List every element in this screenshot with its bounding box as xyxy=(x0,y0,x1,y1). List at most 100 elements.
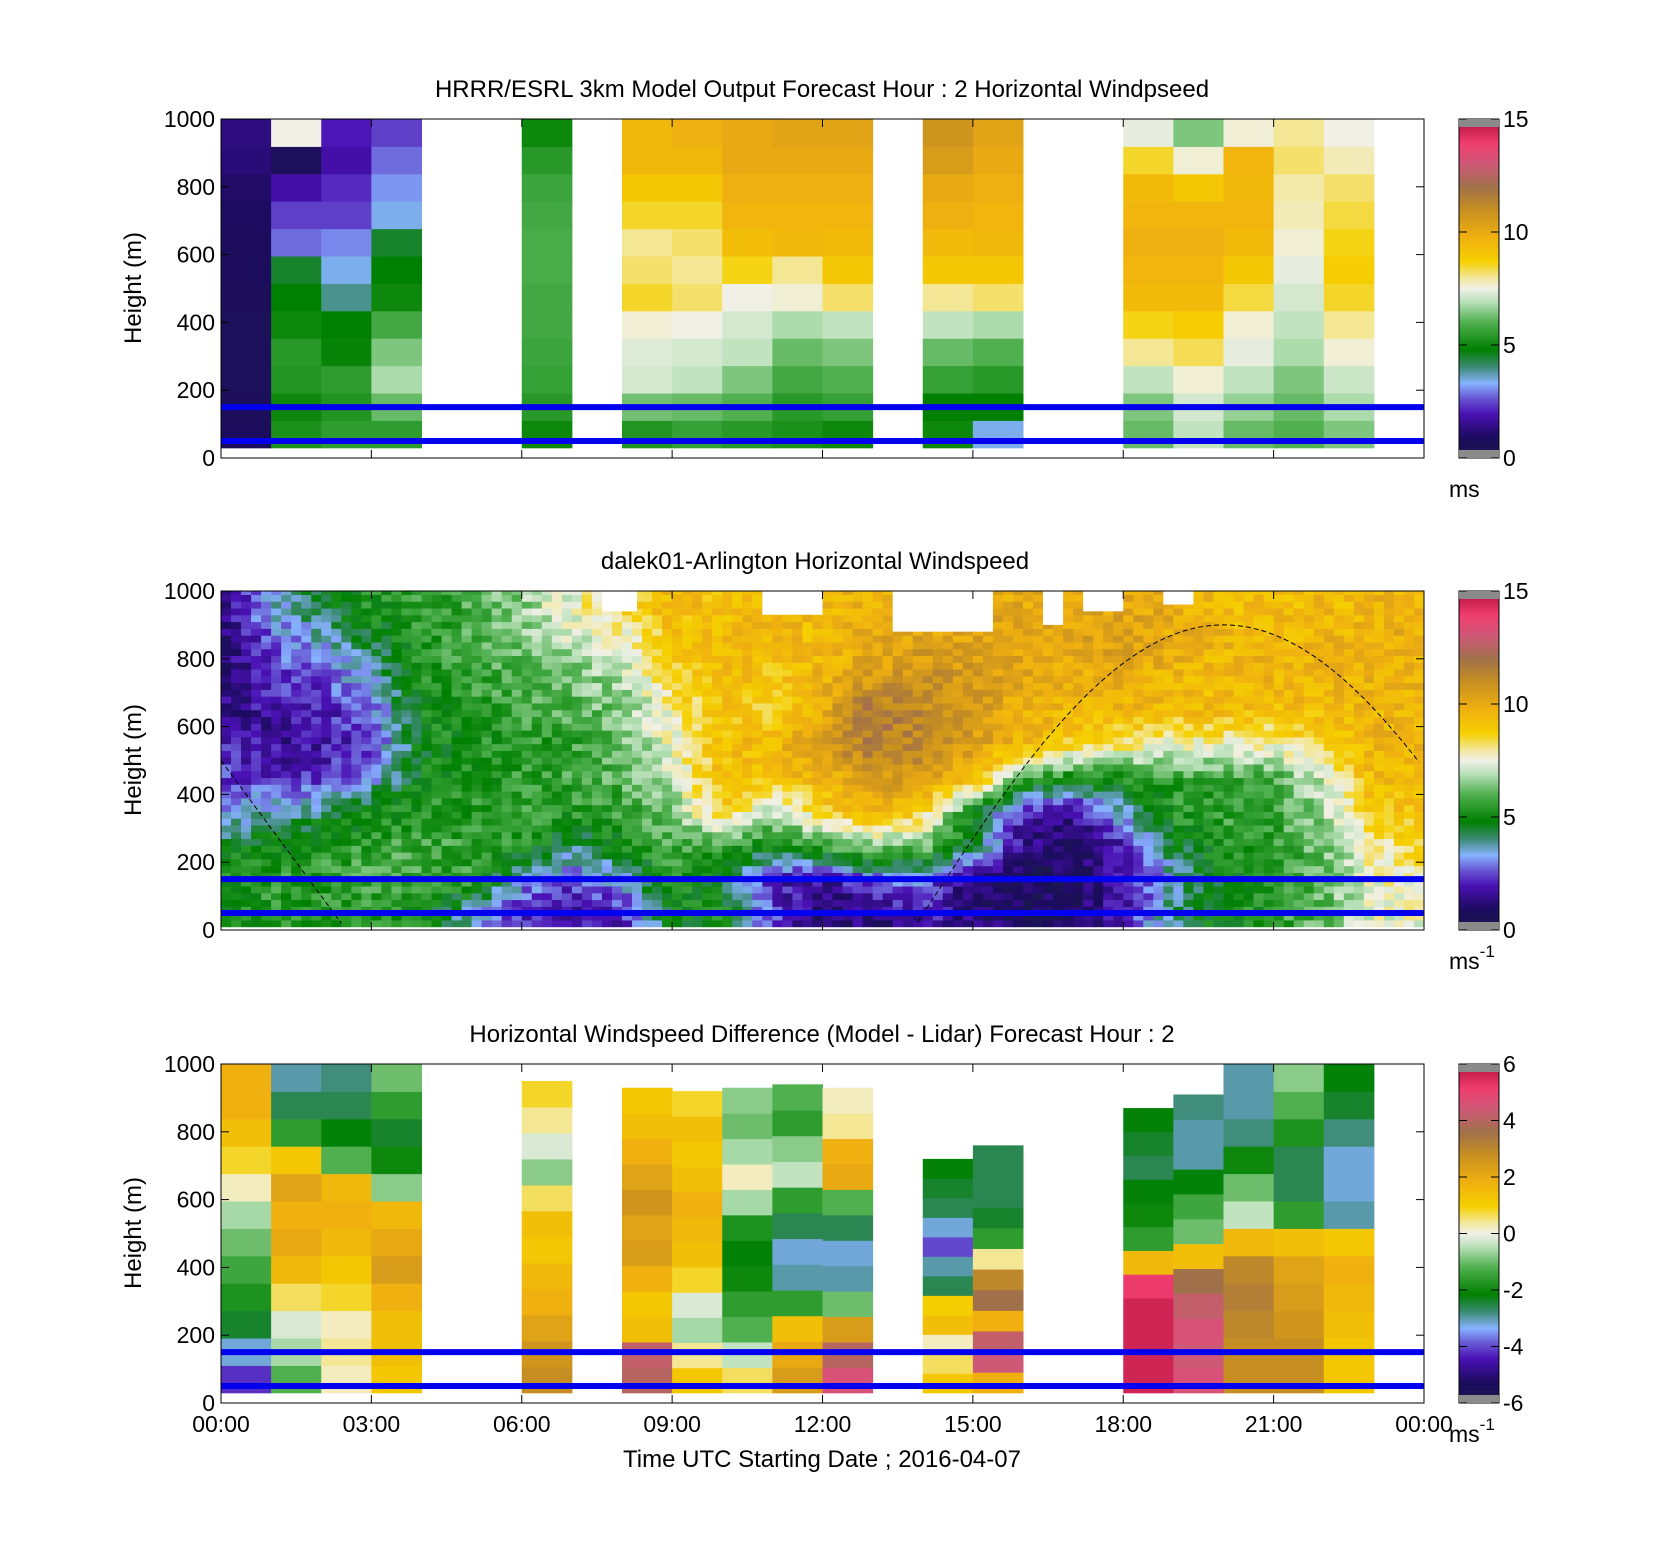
lidar-cell xyxy=(481,696,493,704)
lidar-cell xyxy=(481,723,493,731)
lidar-cell xyxy=(882,892,894,901)
lidar-cell xyxy=(912,716,924,724)
model-cell xyxy=(1173,338,1224,367)
lidar-cell xyxy=(531,770,543,779)
lidar-cell xyxy=(421,729,433,738)
lidar-cell xyxy=(652,668,663,677)
lidar-cell xyxy=(692,763,703,772)
lidar-cell xyxy=(992,743,1004,751)
lidar-cell xyxy=(321,689,332,697)
lidar-cell xyxy=(1083,804,1094,812)
lidar-cell xyxy=(1073,709,1084,718)
lidar-cell xyxy=(982,791,994,799)
lidar-cell xyxy=(1073,919,1084,928)
lidar-cell xyxy=(601,655,613,663)
lidar-cell xyxy=(1053,811,1064,819)
lidar-cell xyxy=(762,919,773,928)
lidar-cell xyxy=(241,675,252,684)
lidar-cell xyxy=(892,865,904,873)
lidar-cell xyxy=(1113,716,1124,724)
lidar-cell xyxy=(652,621,663,629)
lidar-cell xyxy=(782,709,794,718)
lidar-cell xyxy=(291,682,302,690)
lidar-cell xyxy=(1012,628,1024,636)
lidar-cell xyxy=(381,763,393,772)
lidar-cell xyxy=(882,591,894,595)
lidar-cell xyxy=(842,824,854,833)
lidar-cell xyxy=(1093,675,1104,684)
lidar-cell xyxy=(882,811,894,819)
lidar-cell xyxy=(792,716,804,724)
lidar-cell xyxy=(421,689,433,697)
lidar-cell xyxy=(421,770,433,779)
lidar-cell xyxy=(1002,865,1014,873)
lidar-cell xyxy=(601,824,613,833)
lidar-cell xyxy=(872,791,884,799)
lidar-cell xyxy=(972,662,984,670)
lidar-cell xyxy=(1093,865,1104,873)
lidar-cell xyxy=(511,797,523,806)
lidar-cell xyxy=(992,777,1004,785)
lidar-cell xyxy=(451,811,463,819)
lidar-cell xyxy=(642,777,653,785)
lidar-cell xyxy=(291,601,302,609)
lidar-cell xyxy=(1083,858,1094,867)
lidar-cell xyxy=(511,872,523,880)
lidar-cell xyxy=(712,838,723,846)
lidar-cell xyxy=(692,675,703,684)
lidar-cell xyxy=(471,872,483,880)
lidar-cell xyxy=(922,736,934,745)
lidar-cell xyxy=(1093,702,1104,711)
lidar-cell xyxy=(1103,607,1114,616)
lidar-cell xyxy=(381,757,393,765)
lidar-cell xyxy=(251,784,262,792)
lidar-cell xyxy=(1093,858,1104,867)
lidar-cell xyxy=(1163,804,1174,812)
lidar-cell xyxy=(1113,757,1124,765)
lidar-cell xyxy=(702,750,713,758)
lidar-cell xyxy=(221,716,232,724)
lidar-cell xyxy=(581,601,593,609)
lidar-cell xyxy=(581,899,593,907)
lidar-cell xyxy=(1002,845,1014,853)
lidar-cell xyxy=(351,899,362,907)
lidar-cell xyxy=(992,682,1004,690)
lidar-cell xyxy=(391,872,403,880)
lidar-cell xyxy=(281,709,292,718)
lidar-cell xyxy=(952,675,964,684)
lidar-cell xyxy=(371,621,382,629)
lidar-cell xyxy=(922,797,934,806)
lidar-cell xyxy=(521,852,533,860)
lidar-cell xyxy=(401,736,413,745)
lidar-cell xyxy=(411,729,423,738)
lidar-cell xyxy=(1012,675,1024,684)
lidar-cell xyxy=(461,655,473,663)
lidar-cell xyxy=(461,743,473,751)
lidar-cell xyxy=(571,824,583,833)
lidar-cell xyxy=(782,838,794,846)
lidar-cell xyxy=(481,716,493,724)
lidar-cell xyxy=(391,743,403,751)
lidar-cell xyxy=(642,811,653,819)
lidar-cell xyxy=(732,913,743,921)
lidar-cell xyxy=(662,879,673,887)
lidar-cell xyxy=(742,885,753,894)
lidar-cell xyxy=(241,709,252,718)
lidar-cell xyxy=(702,682,713,690)
lidar-cell xyxy=(932,635,944,643)
lidar-cell xyxy=(411,804,423,812)
lidar-cell xyxy=(221,906,232,914)
lidar-cell xyxy=(1163,831,1174,840)
lidar-cell xyxy=(1143,777,1154,785)
lidar-cell xyxy=(822,614,834,623)
lidar-cell xyxy=(591,723,603,731)
lidar-cell xyxy=(622,852,633,860)
model-cell xyxy=(221,365,272,394)
lidar-cell xyxy=(822,811,834,819)
lidar-cell xyxy=(842,892,854,901)
lidar-cell xyxy=(1073,838,1084,846)
lidar-cell xyxy=(1063,682,1074,690)
lidar-cell xyxy=(1033,668,1044,677)
lidar-cell xyxy=(1113,662,1124,670)
lidar-cell xyxy=(561,804,573,812)
